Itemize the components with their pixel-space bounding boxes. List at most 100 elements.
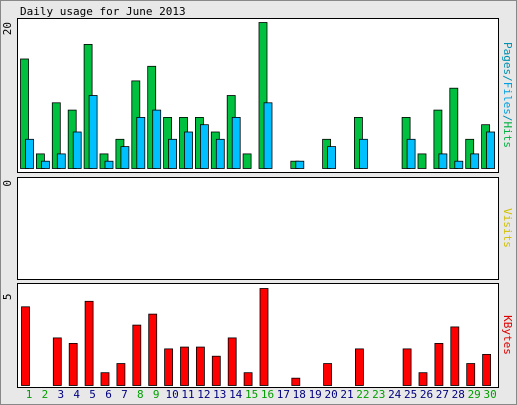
bar [52,337,62,386]
bar [417,153,427,169]
x-tick-label: 23 [372,388,385,401]
bar [327,146,337,169]
bar [450,326,460,386]
x-tick-label: 25 [404,388,417,401]
x-tick-label: 16 [261,388,274,401]
x-tick-label: 22 [356,388,369,401]
bar [486,131,496,169]
x-tick-label: 27 [436,388,449,401]
x-tick-label: 2 [42,388,49,401]
bar [482,353,492,386]
y-tick-label: 5 [1,293,14,300]
x-tick-label: 5 [89,388,96,401]
bar [195,346,205,386]
x-tick-label: 24 [388,388,402,401]
x-tick-label: 21 [340,388,353,401]
bar [438,153,448,169]
x-tick-label: 10 [165,388,178,401]
bar [354,348,364,386]
bar [231,117,241,169]
x-tick-label: 11 [181,388,194,401]
x-tick-label: 12 [197,388,210,401]
x-tick-label: 29 [468,388,481,401]
bar [323,363,333,386]
bar [148,313,158,386]
bar [25,138,34,169]
bar [211,355,221,386]
y-tick-label: 0 [1,180,14,187]
bar [227,337,237,386]
x-tick-label: 18 [293,388,306,401]
bar [402,348,412,386]
bar [100,372,110,386]
x-tick-label: 6 [105,388,112,401]
bar [21,306,30,386]
bar [180,346,189,386]
bar [20,58,29,169]
axis-label-part: / [501,115,514,122]
bar [263,102,273,169]
bar [215,138,225,169]
x-tick-label: 4 [73,388,80,401]
bar [184,131,193,169]
x-tick-label: 8 [137,388,144,401]
bar [152,109,162,169]
bar [418,372,428,386]
x-tick-label: 28 [452,388,465,401]
bar [434,343,444,386]
bar [72,131,82,169]
bar [56,153,66,169]
bar [295,160,305,169]
bar [104,160,114,169]
bar [120,146,130,169]
bar [258,22,268,169]
x-tick-label: 13 [213,388,226,401]
axis-label-part: Hits [501,122,514,149]
bar [259,288,269,386]
bar [454,160,464,169]
bar [168,138,178,169]
bar [433,109,443,169]
bar [68,343,78,386]
bar [470,153,480,169]
axis-label-part: Visits [501,208,514,248]
bar [132,324,142,386]
chart-title: Daily usage for June 2013 [20,5,186,18]
x-tick-label: 7 [121,388,128,401]
x-tick-label: 19 [309,388,322,401]
axis-label-part: / [501,75,514,82]
x-tick-label: 26 [420,388,433,401]
panel [17,283,499,388]
bar [116,363,126,386]
axis-label-part: Files [501,82,514,115]
axis-label-part: KBytes [501,315,514,355]
bar [466,363,476,386]
axis-label: Visits [501,208,514,248]
x-tick-label: 15 [245,388,258,401]
x-tick-label: 20 [324,388,337,401]
x-tick-label: 14 [229,388,243,401]
x-tick-label: 3 [57,388,64,401]
bar [242,153,252,169]
x-tick-label: 30 [483,388,496,401]
axis-label-part: Pages [501,42,514,75]
bar [199,124,209,169]
bar [406,138,416,169]
bar [41,160,50,169]
x-tick-label: 1 [26,388,33,401]
axis-label: Pages/Files/Hits [501,42,514,148]
bar [291,377,301,386]
bar [243,372,253,386]
bar [449,87,459,169]
x-tick-label: 17 [277,388,290,401]
x-tick-label: 9 [153,388,160,401]
bar [358,138,368,169]
axis-label: KBytes [501,315,514,355]
bar [88,95,98,169]
bar [136,117,146,169]
panel [17,177,499,280]
y-tick-label: 20 [1,22,14,35]
bar [164,348,174,386]
bar [51,102,61,169]
